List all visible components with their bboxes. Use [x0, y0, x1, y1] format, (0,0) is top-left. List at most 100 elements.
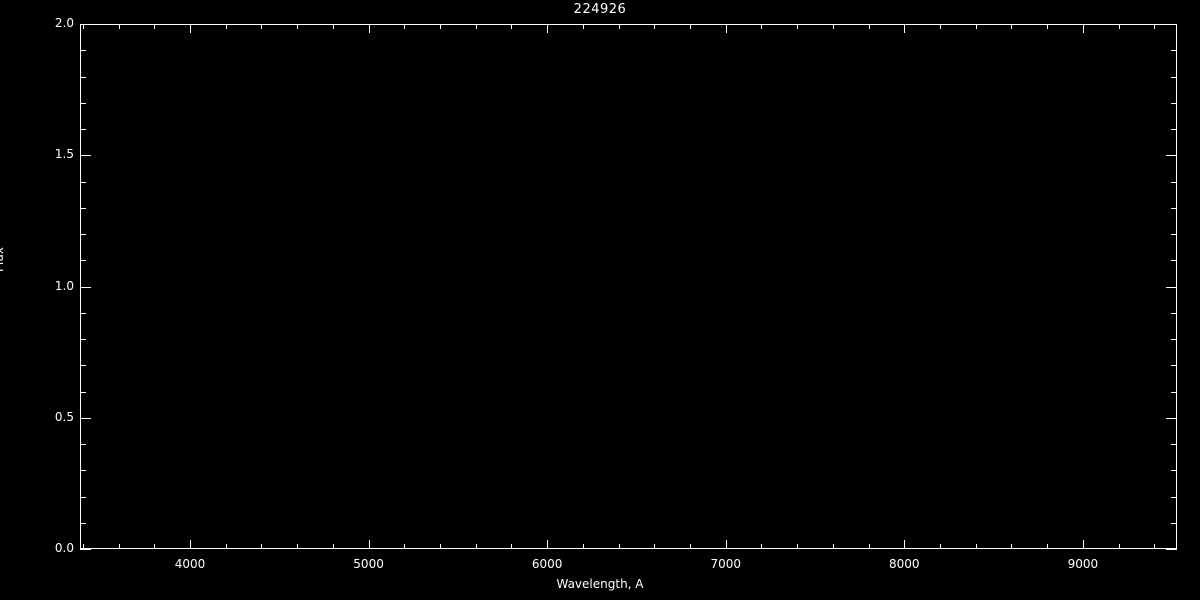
y-tick-label: 2.0	[54, 16, 74, 30]
x-minor-tick-top	[582, 24, 584, 29]
y-minor-tick	[80, 207, 86, 209]
x-minor-tick-top	[797, 24, 799, 29]
x-tick-label: 7000	[710, 557, 741, 571]
y-minor-tick-right	[1171, 339, 1177, 340]
x-minor-tick-top	[118, 24, 120, 29]
y-minor-tick-right	[1171, 444, 1177, 445]
x-minor-tick	[1118, 544, 1120, 549]
x-tick-label: 6000	[531, 557, 563, 571]
y-tick-label: 1.0	[54, 278, 74, 293]
y-major-tick	[80, 24, 91, 25]
x-minor-tick	[797, 544, 799, 549]
y-minor-tick-right	[1171, 391, 1177, 393]
y-tick-label: 1.5	[54, 147, 74, 162]
x-major-tick-top	[368, 24, 370, 33]
x-major-tick-top	[904, 24, 906, 33]
y-minor-tick-right	[1171, 50, 1177, 52]
y-major-tick-right	[1166, 24, 1177, 25]
x-minor-tick	[690, 544, 692, 549]
x-minor-tick-top	[1047, 24, 1049, 29]
y-minor-tick-right	[1171, 76, 1177, 78]
y-minor-tick	[80, 312, 86, 314]
x-axis-title: Wavelength, A	[556, 577, 644, 591]
x-minor-tick	[761, 544, 763, 549]
x-minor-tick-top	[225, 24, 227, 29]
x-minor-tick-top	[832, 24, 834, 29]
y-minor-tick	[80, 339, 86, 340]
x-minor-tick	[297, 544, 299, 549]
x-major-tick-top	[190, 24, 191, 33]
x-tick-label: 9000	[1067, 557, 1099, 571]
x-minor-tick	[618, 544, 620, 549]
y-minor-tick	[80, 102, 86, 104]
x-minor-tick-top	[475, 24, 477, 29]
x-minor-tick	[261, 544, 263, 549]
y-major-tick	[80, 286, 91, 288]
y-major-tick	[80, 155, 91, 157]
y-minor-tick-right	[1171, 129, 1177, 130]
x-minor-tick-top	[940, 24, 942, 29]
x-minor-tick	[225, 544, 227, 549]
y-minor-tick	[80, 470, 86, 472]
y-major-tick-right	[1166, 155, 1177, 157]
x-major-tick	[725, 540, 727, 549]
x-minor-tick-top	[868, 24, 870, 29]
x-minor-tick-top	[1118, 24, 1120, 29]
y-minor-tick-right	[1171, 260, 1177, 262]
x-major-tick-top	[725, 24, 727, 33]
x-minor-tick	[440, 544, 441, 549]
y-minor-tick	[80, 234, 86, 235]
y-minor-tick-right	[1171, 181, 1177, 183]
x-minor-tick	[511, 544, 513, 549]
x-minor-tick-top	[1154, 24, 1156, 29]
y-tick-label: 0.5	[54, 409, 74, 424]
y-minor-tick	[80, 522, 86, 524]
y-minor-tick	[80, 496, 86, 498]
x-tick-label: 5000	[353, 557, 384, 571]
x-minor-tick-top	[1011, 24, 1013, 29]
x-minor-tick	[582, 544, 584, 549]
plot-frame	[80, 24, 1177, 549]
x-minor-tick	[82, 544, 84, 549]
y-major-tick-right	[1166, 417, 1177, 419]
x-major-tick	[368, 540, 370, 549]
y-major-tick	[80, 417, 91, 419]
x-major-tick	[547, 540, 549, 549]
x-major-tick	[1082, 540, 1084, 549]
y-minor-tick-right	[1171, 234, 1177, 235]
y-minor-tick-right	[1171, 365, 1177, 367]
x-minor-tick-top	[690, 24, 692, 29]
x-minor-tick	[332, 544, 334, 549]
x-minor-tick-top	[440, 24, 441, 29]
x-major-tick	[190, 540, 191, 549]
y-axis-title: Flux	[0, 247, 6, 272]
y-minor-tick	[80, 50, 86, 52]
y-minor-tick	[80, 76, 86, 78]
x-minor-tick-top	[82, 24, 84, 29]
x-minor-tick	[154, 544, 156, 549]
x-minor-tick	[1011, 544, 1013, 549]
y-minor-tick	[80, 365, 86, 367]
x-tick-label: 8000	[889, 557, 920, 571]
x-minor-tick	[1047, 544, 1049, 549]
x-minor-tick	[404, 544, 406, 549]
x-minor-tick-top	[975, 24, 977, 29]
x-minor-tick	[654, 544, 656, 549]
x-minor-tick-top	[761, 24, 763, 29]
x-minor-tick	[118, 544, 120, 549]
x-minor-tick	[868, 544, 870, 549]
y-minor-tick-right	[1171, 496, 1177, 498]
y-major-tick-right	[1166, 286, 1177, 288]
x-minor-tick	[940, 544, 942, 549]
x-major-tick	[904, 540, 906, 549]
x-minor-tick-top	[261, 24, 263, 29]
y-minor-tick	[80, 129, 86, 130]
y-minor-tick	[80, 181, 86, 183]
x-minor-tick-top	[332, 24, 334, 29]
x-tick-label: 4000	[174, 557, 206, 571]
x-minor-tick	[832, 544, 834, 549]
x-major-tick-top	[547, 24, 549, 33]
x-minor-tick-top	[404, 24, 406, 29]
y-major-tick	[80, 549, 91, 550]
